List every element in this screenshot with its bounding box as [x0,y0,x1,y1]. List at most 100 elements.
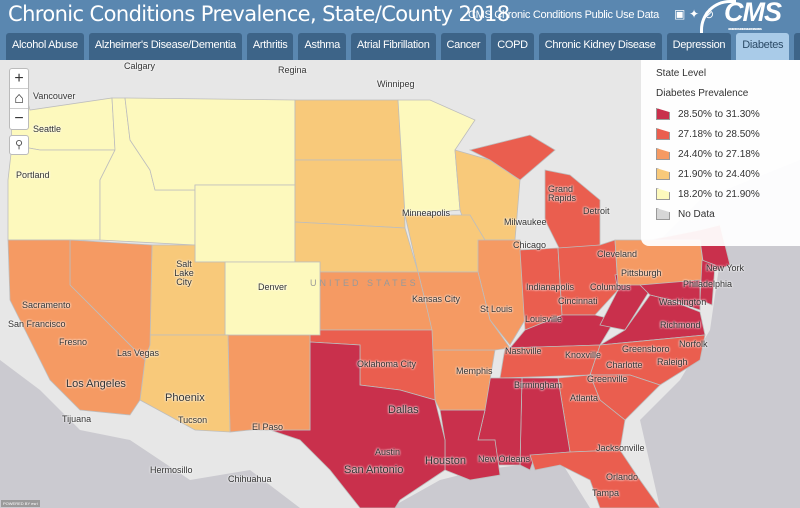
city-label: Birmingham [514,380,563,390]
city-label: Tampa [592,488,620,498]
city-label: Knoxville [565,350,602,360]
state-florida[interactable] [529,449,661,508]
legend-title: Diabetes Prevalence [656,88,749,99]
city-label: Austin [375,447,401,457]
city-label: Greenville [587,374,628,384]
city-label: Columbus [590,282,631,292]
tab-copd[interactable]: COPD [491,33,534,60]
zoom-in-button[interactable]: + [10,69,28,89]
city-label: New York [706,263,745,273]
city-label: Greensboro [622,344,670,354]
tab-cancer[interactable]: Cancer [440,33,487,60]
city-label: Washington [659,297,707,307]
legend-item: 27.18% to 28.50% [656,124,800,144]
state-california[interactable] [7,239,146,416]
city-label: Cincinnati [558,296,598,306]
state-colorado[interactable] [224,261,321,336]
city-label: Richmond [660,320,701,330]
city-label: San Antonio [344,464,404,476]
state-wyoming[interactable] [194,184,296,263]
legend-panel: State Level Diabetes Prevalence 28.50% t… [641,60,800,246]
legend-item: 18.20% to 21.90% [656,184,800,204]
tab-chronic-kidney-disease[interactable]: Chronic Kidney Disease [538,33,662,60]
legend-item: 21.90% to 24.40% [656,164,800,184]
city-label: Philadelphia [683,279,733,289]
city-label: New Orleans [478,454,531,464]
city-label: Louisville [525,314,563,324]
tab-diabetes[interactable]: Diabetes [736,33,790,60]
esri-attribution[interactable]: POWERED BY esri [1,500,40,507]
city-label: Jacksonville [596,443,645,453]
state-texas[interactable] [269,341,446,508]
list-icon[interactable]: ☰ [794,33,800,60]
map-view[interactable]: UNITED STATES Calgary Regina Winnipeg Va… [0,60,800,508]
city-label: Oklahoma City [357,359,417,369]
country-label: UNITED STATES [310,278,419,288]
search-icon[interactable]: ⚲ [9,135,29,155]
city-label: Hermosillo [150,465,193,475]
state-oregon[interactable] [7,144,116,241]
city-label: Grand Rapids [548,184,577,203]
city-label: San Francisco [8,319,66,329]
facebook-icon[interactable]: ▣ [674,7,686,21]
city-label: Denver [258,282,288,292]
page-title: Chronic Conditions Prevalence, State/Cou… [8,2,510,26]
tab-arthritis[interactable]: Arthritis [246,33,294,60]
city-label: Houston [425,455,466,467]
city-label: Tijuana [62,414,92,424]
legend-swatch [656,128,670,140]
state-new-mexico[interactable] [227,334,311,433]
city-label: Salt Lake City [174,259,194,287]
twitter-icon[interactable]: ✦ [689,7,700,21]
state-new-jersey[interactable] [699,259,716,306]
tab-alcohol-abuse[interactable]: Alcohol Abuse [6,33,84,60]
city-label: Detroit [583,206,610,216]
legend-swatch [656,188,670,200]
legend-swatch [656,208,670,220]
state-north-dakota[interactable] [294,99,404,161]
legend-swatch [656,168,670,180]
tab-asthma[interactable]: Asthma [298,33,346,60]
city-label: Kansas City [412,294,461,304]
legend-item: 24.40% to 27.18% [656,144,800,164]
city-label: Atlanta [570,393,599,403]
city-label: Nashville [505,346,542,356]
zoom-out-button[interactable]: − [14,110,24,127]
city-label: Calgary [124,61,156,71]
city-label: Dallas [388,404,419,416]
city-label: Milwaukee [504,217,547,227]
city-label: El Paso [252,422,284,432]
city-label: Vancouver [33,91,76,101]
state-arkansas[interactable] [431,349,496,411]
map-canvas [0,60,800,508]
home-icon[interactable]: ⌂ [10,89,28,109]
state-south-dakota[interactable] [294,159,406,229]
city-label: Winnipeg [377,79,415,89]
tab-atrial-fibrillation[interactable]: Atrial Fibrillation [350,33,436,60]
cms-logo: CMS CENTERS FOR MEDICARE & MEDICAID SERVI… [700,0,798,34]
city-label: Cleveland [597,249,638,259]
state-iowa[interactable] [404,214,486,273]
city-label: Chicago [513,240,547,250]
city-label: Fresno [59,337,88,347]
city-label: Indianapolis [526,282,575,292]
tab-depression[interactable]: Depression [666,33,732,60]
subtitle-link[interactable]: CMS Chronic Conditions Public Use Data [468,9,659,21]
city-label: St Louis [480,304,513,314]
tab-alzheimers[interactable]: Alzheimer's Disease/Dementia [88,33,242,60]
city-label: Phoenix [165,392,205,404]
city-label: Minneapolis [402,208,451,218]
city-label: Tucson [178,415,208,425]
city-label: Chihuahua [228,474,272,484]
city-label: Las Vegas [117,348,160,358]
city-label: Norfolk [679,339,708,349]
city-label: Charlotte [606,360,643,370]
legend-level: State Level [656,68,707,79]
legend-item: 28.50% to 31.30% [656,104,800,124]
legend-swatch [656,108,670,120]
city-label: Orlando [606,472,639,482]
app-header: Chronic Conditions Prevalence, State/Cou… [0,0,800,60]
city-label: Portland [16,170,50,180]
state-maryland-delaware[interactable] [639,279,701,311]
map-zoom-controls: + ⌂ − [9,68,29,130]
